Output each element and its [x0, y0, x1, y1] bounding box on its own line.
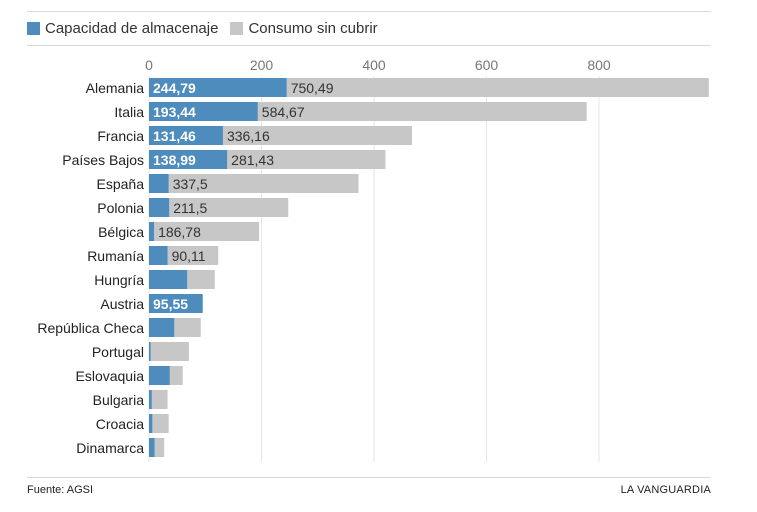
- category-label: España: [97, 176, 145, 192]
- category-label: Rumanía: [87, 248, 144, 264]
- data-label-consumo: 90,11: [172, 248, 206, 264]
- source-note: Fuente: AGSI: [27, 484, 94, 496]
- bar-consumo: [167, 246, 219, 265]
- bar-capacidad: [149, 246, 168, 265]
- category-label: Italia: [114, 104, 144, 120]
- category-label: República Checa: [37, 320, 144, 336]
- bar-consumo: [151, 390, 168, 409]
- bar-consumo: [174, 318, 201, 337]
- category-label: Bulgaria: [93, 392, 145, 408]
- category-label: Eslovaquia: [76, 368, 145, 384]
- bar-capacidad: [149, 198, 170, 217]
- legend-swatch-consumo: [230, 21, 244, 35]
- bar-consumo: [286, 78, 709, 97]
- legend: Capacidad de almacenaje Consumo sin cubr…: [27, 16, 390, 40]
- bar-capacidad: [149, 318, 175, 337]
- data-label-consumo: 186,78: [158, 224, 201, 240]
- data-label-capacidad: 138,99: [153, 152, 196, 168]
- bar-capacidad: [149, 174, 169, 193]
- bar-consumo: [150, 342, 189, 361]
- data-label-capacidad: 95,55: [153, 296, 188, 312]
- x-tick-label-800: 800: [587, 57, 611, 73]
- category-label: Francia: [97, 128, 144, 144]
- category-label: Austria: [100, 296, 144, 312]
- category-label: Portugal: [92, 344, 144, 360]
- category-label: Polonia: [97, 200, 144, 216]
- category-label: Países Bajos: [62, 152, 144, 168]
- bar-capacidad: [149, 150, 228, 169]
- bar-capacidad: [149, 342, 151, 361]
- bar-capacidad: [149, 102, 258, 121]
- legend-item-capacidad: Capacidad de almacenaje: [27, 20, 218, 37]
- bar-consumo: [168, 174, 359, 193]
- data-label-consumo: 584,67: [262, 104, 305, 120]
- legend-rule: [27, 45, 711, 46]
- bar-capacidad: [149, 414, 153, 433]
- bar-consumo: [222, 126, 413, 145]
- legend-item-consumo: Consumo sin cubrir: [230, 19, 378, 37]
- bar-consumo: [152, 414, 169, 433]
- data-label-capacidad: 244,79: [153, 80, 196, 96]
- bar-capacidad: [149, 222, 155, 241]
- bar-capacidad: [149, 438, 155, 457]
- bar-consumo: [169, 198, 289, 217]
- category-label: Hungría: [94, 272, 144, 288]
- data-label-consumo: 337,5: [173, 176, 208, 192]
- category-label: Alemania: [86, 80, 145, 96]
- bar-consumo: [154, 438, 165, 457]
- category-label: Croacia: [96, 416, 144, 432]
- x-tick-label-200: 200: [250, 57, 274, 73]
- x-tick-label-400: 400: [362, 57, 386, 73]
- data-label-consumo: 281,43: [231, 152, 274, 168]
- data-label-consumo: 750,49: [291, 80, 334, 96]
- brand-logo: LA VANGUARDIA: [620, 484, 711, 496]
- data-label-consumo: 211,5: [173, 200, 207, 216]
- legend-label-capacidad: Capacidad de almacenaje: [45, 19, 219, 37]
- legend-label-consumo: Consumo sin cubrir: [248, 19, 378, 37]
- bar-consumo: [227, 150, 386, 169]
- category-label: Dinamarca: [76, 440, 144, 456]
- bar-capacidad: [149, 270, 188, 289]
- category-label: Bélgica: [98, 224, 144, 240]
- top-rule: [27, 11, 711, 12]
- bar-consumo: [169, 366, 183, 385]
- bar-capacidad: [149, 78, 287, 97]
- bar-capacidad: [149, 390, 152, 409]
- bar-consumo: [187, 270, 215, 289]
- bar-capacidad: [149, 366, 170, 385]
- bar-consumo: [257, 102, 587, 121]
- bar-capacidad: [149, 294, 203, 313]
- data-label-capacidad: 131,46: [153, 128, 196, 144]
- bar-capacidad: [149, 126, 223, 145]
- x-tick-label-600: 600: [475, 57, 499, 73]
- bar-consumo: [154, 222, 260, 241]
- footer-rule: [27, 477, 711, 478]
- x-tick-label-0: 0: [145, 57, 153, 73]
- legend-swatch-capacidad: [27, 21, 40, 35]
- data-label-capacidad: 193,44: [153, 104, 196, 120]
- data-label-consumo: 336,16: [227, 128, 270, 144]
